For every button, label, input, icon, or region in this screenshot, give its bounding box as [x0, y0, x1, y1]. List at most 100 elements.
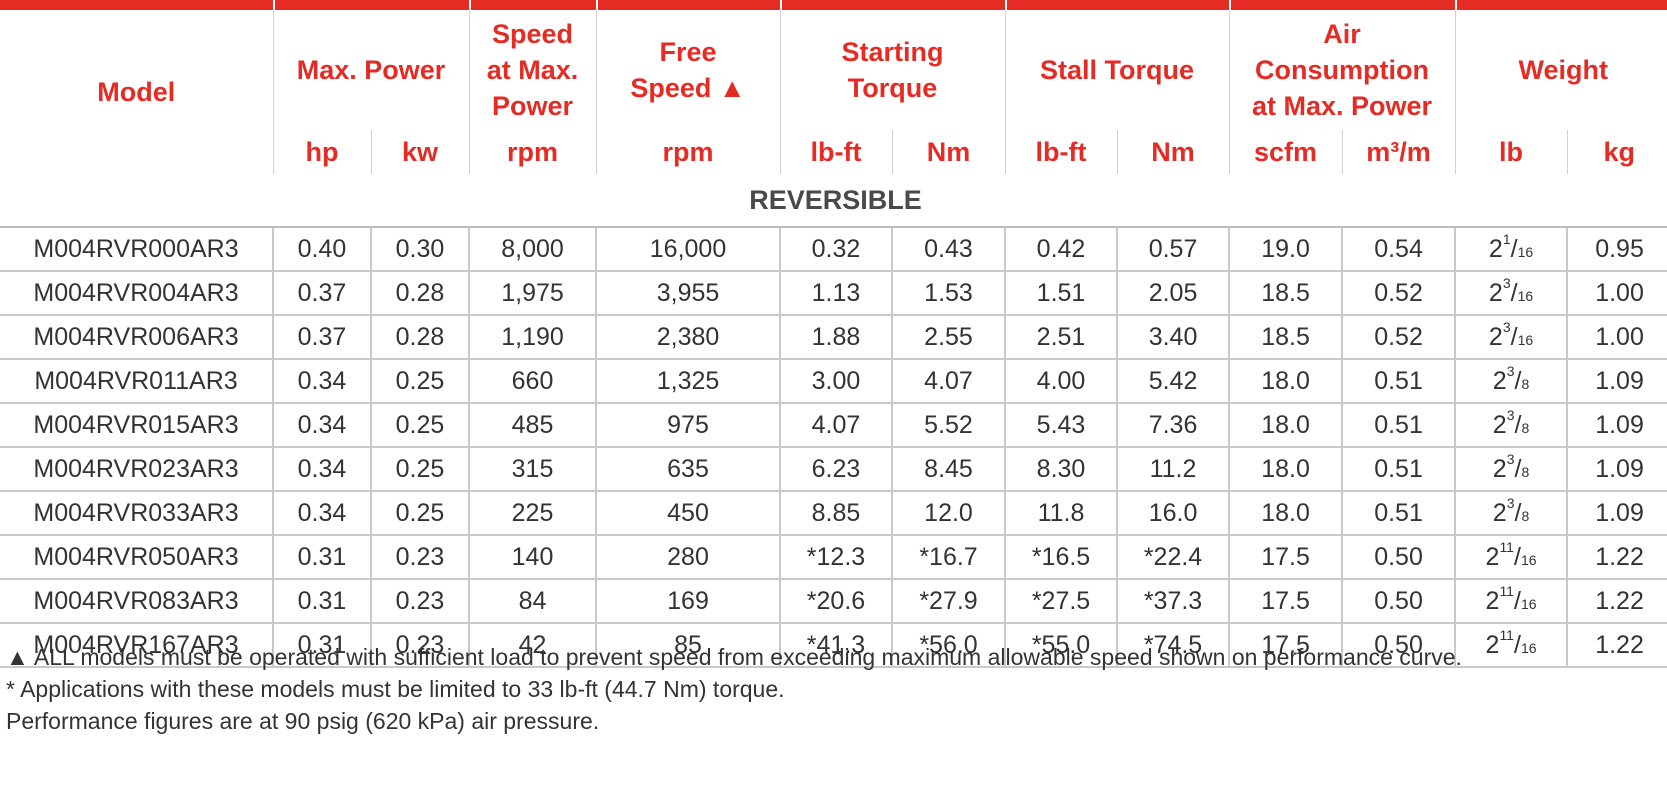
cell-speed-rpm: 485: [468, 403, 596, 448]
cell-stall-torque-lbft: *16.5: [1004, 535, 1118, 580]
cell-speed-rpm: 315: [468, 447, 596, 492]
weight-numerator: 3: [1506, 362, 1515, 379]
weight-whole: 2: [1488, 278, 1503, 307]
cell-air-m3m: 0.51: [1341, 359, 1456, 404]
cell-weight-kg: 1.09: [1566, 403, 1667, 448]
top-bar-divider: [469, 0, 471, 10]
weight-denominator: 16: [1517, 287, 1534, 304]
cell-stall-torque-lbft: 5.43: [1004, 403, 1118, 448]
weight-fraction-slash: /: [1513, 586, 1521, 615]
cell-weight-lb: 23/16: [1454, 315, 1568, 360]
cell-weight-lb: 23/8: [1454, 491, 1568, 536]
cell-starting-torque-lbft: 1.88: [779, 315, 892, 360]
cell-air-scfm: 18.5: [1228, 315, 1343, 360]
weight-numerator: 11: [1499, 626, 1514, 643]
cell-free-speed-rpm: 85: [595, 623, 780, 668]
top-bar-divider: [1455, 0, 1457, 10]
top-bar-divider: [1229, 0, 1231, 10]
unit-hp: hp: [272, 130, 371, 174]
cell-stall-torque-lbft: *55.0: [1004, 623, 1118, 668]
cell-starting-torque-nm: *56.0: [890, 623, 1006, 668]
cell-speed-rpm: 1,190: [468, 315, 596, 360]
cell-kw: 0.25: [370, 359, 469, 404]
weight-fraction-slash: /: [1514, 498, 1522, 527]
cell-starting-torque-lbft: 4.07: [779, 403, 892, 448]
header-air-line: Air: [1323, 19, 1361, 49]
header-max-power-line: Max. Power: [296, 55, 446, 85]
cell-stall-torque-lbft: 4.00: [1004, 359, 1118, 404]
header-air-consumption: Air Consumption at Max. Power: [1228, 10, 1456, 130]
cell-starting-torque-lbft: *12.3: [779, 535, 892, 580]
cell-weight-lb: 23/8: [1454, 447, 1568, 492]
header-starting-torque: Starting Torque: [779, 10, 1006, 130]
cell-stall-torque-nm: 3.40: [1116, 315, 1230, 360]
top-bar-divider: [273, 0, 275, 10]
cell-weight-lb: 23/16: [1454, 271, 1568, 316]
cell-model: M004RVR050AR3: [0, 535, 273, 580]
header-weight-line: Weight: [1518, 55, 1609, 85]
cell-kw: 0.30: [370, 227, 469, 272]
cell-weight-kg: 1.22: [1566, 579, 1667, 624]
cell-starting-torque-nm: 0.43: [890, 227, 1006, 272]
cell-stall-torque-lbft: 0.42: [1004, 227, 1118, 272]
cell-model: M004RVR083AR3: [0, 579, 273, 624]
table-row: M004RVR083AR3 0.31 0.23 84 169 *20.6 *27.9 *27.…: [0, 579, 1667, 624]
section-row: REVERSIBLE: [0, 174, 1667, 228]
header-max-power: Max. Power: [272, 10, 469, 130]
unit-stall-lbft: lb-ft: [1004, 130, 1118, 174]
table-row: M004RVR004AR3 0.37 0.28 1,975 3,955 1.13 1.53 1…: [0, 271, 1667, 316]
cell-model: M004RVR167AR3: [0, 623, 273, 668]
cell-air-m3m: 0.52: [1341, 271, 1456, 316]
weight-denominator: 16: [1520, 595, 1537, 612]
cell-model: M004RVR006AR3: [0, 315, 273, 360]
header-air-line: Consumption: [1255, 55, 1430, 85]
cell-starting-torque-nm: 2.55: [890, 315, 1006, 360]
cell-kw: 0.25: [370, 491, 469, 536]
unit-starting-lbft: lb-ft: [779, 130, 892, 174]
cell-hp: 0.40: [272, 227, 371, 272]
weight-fraction-slash: /: [1514, 410, 1522, 439]
cell-starting-torque-lbft: 8.85: [779, 491, 892, 536]
cell-speed-rpm: 660: [468, 359, 596, 404]
top-bar-divider: [1005, 0, 1007, 10]
cell-air-m3m: 0.54: [1341, 227, 1456, 272]
top-accent-bar: [0, 0, 1667, 10]
weight-whole: 2: [1492, 366, 1507, 395]
table-row: M004RVR050AR3 0.31 0.23 140 280 *12.3 *16.7 *16…: [0, 535, 1667, 580]
cell-weight-lb: 23/8: [1454, 359, 1568, 404]
header-speed-at-max-power: Speed at Max. Power: [468, 10, 596, 130]
cell-speed-rpm: 84: [468, 579, 596, 624]
weight-numerator: 1: [1502, 230, 1511, 247]
cell-stall-torque-nm: *74.5: [1116, 623, 1230, 668]
cell-starting-torque-lbft: *20.6: [779, 579, 892, 624]
header-starting-torque-line: Starting: [841, 37, 944, 67]
cell-weight-lb: 211/16: [1454, 535, 1568, 580]
cell-starting-torque-lbft: 0.32: [779, 227, 892, 272]
cell-air-scfm: 17.5: [1228, 535, 1343, 580]
cell-air-scfm: 18.0: [1228, 447, 1343, 492]
cell-starting-torque-nm: 12.0: [890, 491, 1006, 536]
cell-weight-kg: 0.95: [1566, 227, 1667, 272]
cell-air-m3m: 0.50: [1341, 535, 1456, 580]
cell-hp: 0.34: [272, 447, 371, 492]
header-stall-torque: Stall Torque: [1004, 10, 1230, 130]
weight-fraction-slash: /: [1510, 322, 1518, 351]
weight-fraction-slash: /: [1510, 234, 1518, 263]
cell-free-speed-rpm: 975: [595, 403, 780, 448]
top-bar-divider: [780, 0, 782, 10]
cell-stall-torque-nm: 11.2: [1116, 447, 1230, 492]
cell-hp: 0.34: [272, 403, 371, 448]
cell-stall-torque-lbft: *27.5: [1004, 579, 1118, 624]
cell-model: M004RVR023AR3: [0, 447, 273, 492]
cell-weight-lb: 211/16: [1454, 579, 1568, 624]
cell-weight-kg: 1.22: [1566, 623, 1667, 668]
cell-model: M004RVR004AR3: [0, 271, 273, 316]
cell-stall-torque-nm: 0.57: [1116, 227, 1230, 272]
footnote-load: ▲ ALL models must be operated with suffi…: [6, 644, 1462, 670]
cell-kw: 0.28: [370, 315, 469, 360]
weight-whole: 2: [1492, 454, 1507, 483]
weight-denominator: 16: [1520, 551, 1537, 568]
weight-whole: 2: [1492, 410, 1507, 439]
weight-numerator: 3: [1506, 406, 1515, 423]
cell-kw: 0.23: [370, 535, 469, 580]
